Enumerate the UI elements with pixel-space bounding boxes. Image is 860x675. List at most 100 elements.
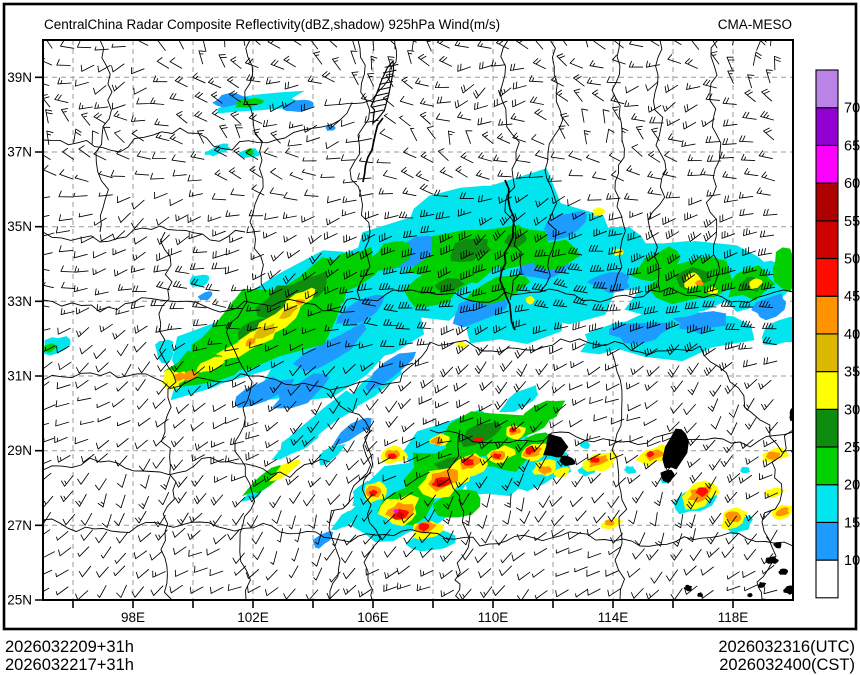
reflectivity-blob-g bbox=[366, 241, 411, 271]
colorbar-segment bbox=[815, 69, 839, 109]
reflectivity-blob-c bbox=[405, 528, 456, 552]
reflectivity-blob-gd bbox=[278, 305, 299, 319]
island-shape bbox=[783, 585, 793, 595]
reflectivity-blob-o bbox=[694, 279, 704, 287]
province-boundary bbox=[43, 518, 793, 547]
y-tick-label: 35N bbox=[7, 219, 32, 234]
reflectivity-blob-o bbox=[765, 451, 780, 460]
colorbar-tick-label: 20 bbox=[844, 478, 860, 494]
island-shape bbox=[758, 581, 767, 588]
province-boundary bbox=[284, 40, 397, 139]
province-boundary bbox=[361, 429, 381, 600]
province-boundary bbox=[226, 291, 256, 600]
reflectivity-blob-o bbox=[430, 436, 444, 446]
province-boundary bbox=[611, 40, 626, 293]
colorbar-tick-label: 45 bbox=[844, 289, 860, 305]
colorbar-segment bbox=[815, 144, 839, 184]
reflectivity-blob-r bbox=[695, 487, 709, 497]
x-axis: 98E 102E 106E 110E 114E 118E bbox=[72, 600, 749, 625]
reflectivity-blob-r bbox=[471, 436, 484, 443]
init-time-utc: 2026032209+31h bbox=[5, 638, 134, 656]
x-tick-label: 106E bbox=[357, 610, 389, 625]
reflectivity-blob-b bbox=[292, 322, 367, 372]
y-tick-label: 27N bbox=[7, 518, 32, 533]
colorbar-segment bbox=[815, 220, 839, 260]
reflectivity-blob-c bbox=[499, 385, 539, 413]
reflectivity-blob-o bbox=[180, 370, 199, 381]
reflectivity-blob-c bbox=[271, 420, 329, 460]
reflectivity-blob-r bbox=[590, 457, 600, 463]
island-shape bbox=[778, 568, 788, 575]
colorbar-tick-label: 10 bbox=[844, 553, 860, 569]
wind-barbs-layer bbox=[43, 40, 781, 600]
wind-barb-glyphs bbox=[43, 40, 781, 600]
reflectivity-blob-g bbox=[772, 247, 793, 293]
reflectivity-blob-b bbox=[672, 311, 727, 335]
reflectivity-blob-c bbox=[762, 316, 793, 346]
reflectivity-layer bbox=[43, 90, 793, 552]
init-time-cst: 2026032217+31h bbox=[5, 656, 134, 674]
y-tick-label: 33N bbox=[7, 294, 32, 309]
colorbar-tick-label: 70 bbox=[844, 101, 860, 117]
map-area: 98E 102E 106E 110E 114E 118E 39N 37N 35N 33N 31N 2… bbox=[7, 39, 794, 625]
province-boundary bbox=[43, 297, 361, 313]
reflectivity-blob-b bbox=[332, 417, 372, 447]
province-boundary bbox=[699, 345, 793, 460]
colorbar-tick-label: 30 bbox=[844, 402, 860, 418]
x-tick-label: 102E bbox=[237, 610, 269, 625]
reflectivity-blob-g bbox=[241, 465, 286, 497]
province-boundary bbox=[447, 429, 471, 600]
valid-time-utc: 2026032316(UTC) bbox=[718, 638, 855, 656]
reservoir-hatched bbox=[369, 59, 399, 125]
reflectivity-blob-b bbox=[336, 294, 385, 325]
lakes-layer bbox=[369, 59, 793, 598]
colorbar: 10 15 20 25 30 35 40 45 50 55 60 65 70 bbox=[815, 69, 860, 599]
province-boundary bbox=[429, 429, 793, 448]
province-boundary bbox=[705, 40, 722, 293]
map-frame bbox=[42, 39, 794, 601]
colorbar-segment bbox=[815, 446, 839, 486]
reflectivity-blob-y bbox=[749, 278, 763, 290]
reflectivity-blob-r bbox=[646, 450, 655, 458]
reflectivity-blob-c bbox=[465, 285, 593, 344]
reflectivity-blob-c bbox=[623, 465, 637, 474]
colorbar-segment bbox=[815, 107, 839, 146]
colorbar-tick-label: 35 bbox=[844, 365, 860, 381]
y-axis-ticks bbox=[35, 76, 43, 601]
reflectivity-blob-y bbox=[765, 487, 786, 499]
lake-shape bbox=[559, 455, 576, 466]
reflectivity-blob-y bbox=[553, 466, 571, 478]
lake-shape bbox=[543, 433, 569, 458]
reflectivity-blob-b bbox=[282, 99, 314, 112]
colorbar-tick-label: 60 bbox=[844, 176, 860, 192]
island-shape bbox=[683, 584, 693, 592]
y-tick-label: 31N bbox=[7, 369, 32, 384]
valid-time-cst: 2026032400(CST) bbox=[719, 656, 855, 674]
colorbar-segment bbox=[815, 257, 839, 297]
reflectivity-blob-g bbox=[234, 98, 264, 108]
reflectivity-blob-dg bbox=[450, 238, 492, 262]
province-boundary bbox=[499, 40, 522, 301]
reflectivity-blob-y bbox=[592, 207, 606, 217]
reflectivity-blob-m bbox=[393, 509, 399, 514]
reflectivity-blob-b bbox=[452, 296, 508, 328]
reflectivity-blob-b bbox=[609, 322, 672, 344]
province-boundary bbox=[158, 231, 177, 600]
colorbar-segment bbox=[815, 371, 839, 410]
colorbar-segment bbox=[815, 333, 839, 373]
x-tick-label: 114E bbox=[598, 610, 629, 625]
reflectivity-blob-dr bbox=[438, 480, 447, 486]
x-tick-label: 118E bbox=[718, 610, 749, 625]
reflectivity-blob-o bbox=[537, 465, 552, 475]
y-tick-label: 37N bbox=[7, 145, 32, 160]
province-boundary bbox=[429, 338, 701, 356]
province-boundary bbox=[43, 225, 246, 243]
reflectivity-blob-c bbox=[579, 440, 590, 449]
reflectivity-blob-y bbox=[525, 295, 535, 305]
reflectivity-blob-c bbox=[204, 143, 231, 157]
reflectivity-blob-o bbox=[725, 511, 742, 523]
y-tick-label: 39N bbox=[7, 70, 32, 85]
colorbar-tick-label: 15 bbox=[844, 515, 860, 531]
island-shape bbox=[747, 593, 753, 598]
